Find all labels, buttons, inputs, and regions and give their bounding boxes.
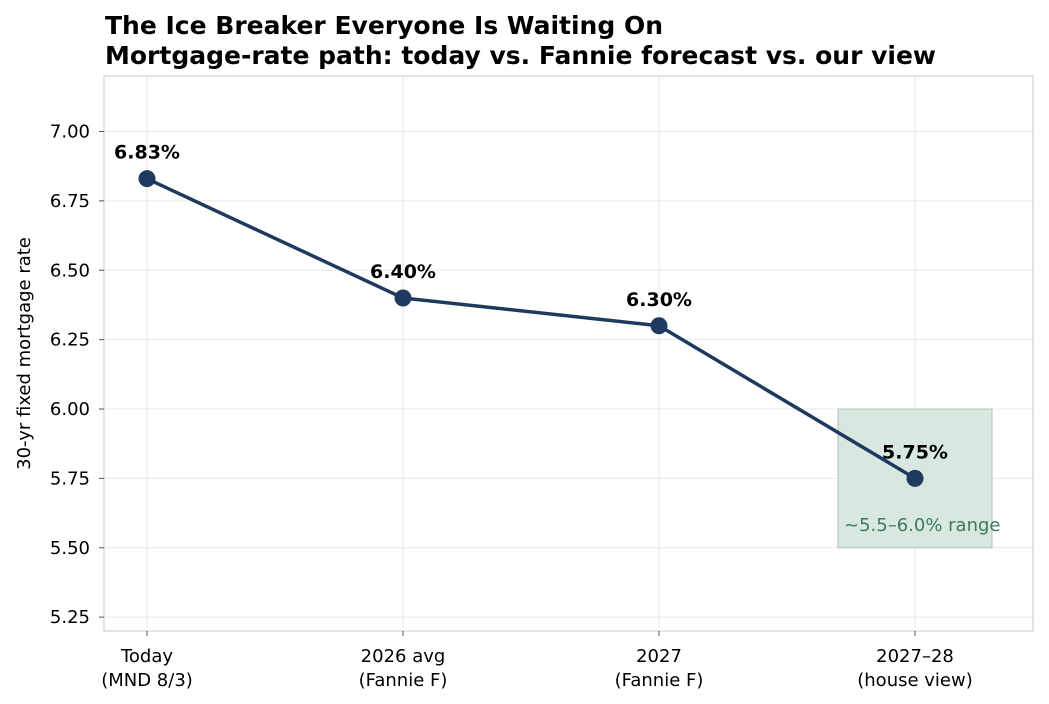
y-tick-label: 6.50 — [50, 260, 90, 281]
y-axis-label: 30-yr fixed mortgage rate — [14, 237, 35, 470]
y-tick-label: 6.00 — [50, 399, 90, 420]
data-label: 6.30% — [626, 289, 692, 311]
y-tick-label: 5.25 — [50, 607, 90, 628]
y-tick-label: 5.75 — [50, 468, 90, 489]
y-tick-label: 5.50 — [50, 538, 90, 559]
y-tick-label: 6.25 — [50, 330, 90, 351]
y-tick-label: 7.00 — [50, 122, 90, 143]
data-point — [394, 289, 412, 307]
series-line — [146, 177, 916, 480]
series-points — [138, 170, 924, 487]
data-label: 6.83% — [114, 142, 180, 164]
range-annotation: ~5.5–6.0% range — [844, 515, 1001, 536]
data-label: 5.75% — [882, 441, 948, 463]
x-tick-label: Today (MND 8/3) — [101, 646, 193, 691]
data-label: 6.40% — [370, 261, 436, 283]
data-point — [650, 317, 668, 335]
plot-frame — [103, 75, 1034, 632]
y-tick-label: 6.75 — [50, 191, 90, 212]
x-tick-label: 2027–28 (house view) — [857, 646, 973, 691]
x-axis-ticks: Today (MND 8/3) 2026 avg (Fannie F) 2027 (Fan… — [101, 631, 973, 691]
data-labels: 6.83% 6.40% 6.30% 5.75% — [114, 142, 948, 464]
chart-subtitle: Mortgage-rate path: today vs. Fannie for… — [105, 41, 937, 70]
x-tick-label: 2027 (Fannie F) — [615, 646, 704, 691]
y-axis-ticks: 5.25 5.50 5.75 6.00 6.25 6.50 6.75 7.00 — [50, 122, 104, 628]
data-point — [906, 469, 924, 487]
x-tick-label: 2026 avg (Fannie F) — [359, 646, 448, 691]
data-point — [138, 170, 156, 188]
chart-title: The Ice Breaker Everyone Is Waiting On — [105, 11, 664, 40]
